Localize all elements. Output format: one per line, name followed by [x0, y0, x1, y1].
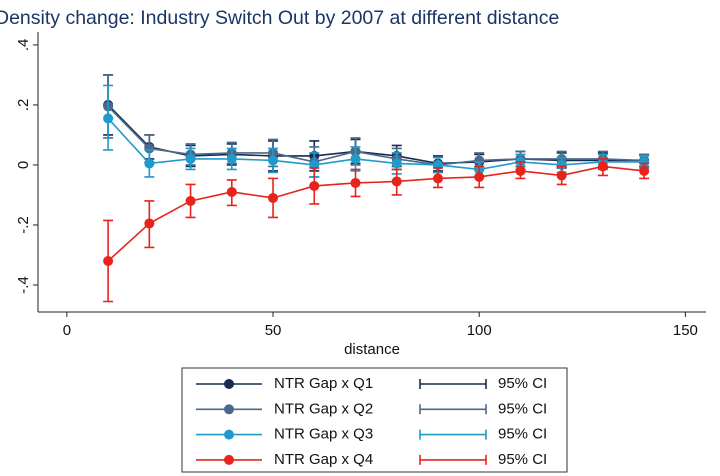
marker: [515, 165, 526, 176]
legend-ci: [419, 429, 487, 440]
marker: [144, 218, 155, 229]
x-axis-label: distance: [344, 341, 400, 358]
y-tick-label: .4: [15, 39, 32, 52]
legend-marker: [224, 454, 234, 465]
x-tick-label: 50: [265, 322, 282, 339]
legend-label: NTR Gap x Q3: [274, 426, 373, 443]
marker: [474, 155, 485, 166]
marker: [185, 153, 196, 164]
marker: [185, 195, 196, 206]
x-tick-label: 100: [467, 322, 492, 339]
legend-box: [181, 367, 568, 473]
marker: [432, 173, 443, 184]
marker: [391, 176, 402, 187]
y-tick-label: -.4: [15, 276, 32, 294]
marker: [597, 161, 608, 172]
marker: [144, 143, 155, 154]
marker: [103, 113, 114, 124]
marker: [556, 170, 567, 181]
x-tick-label: 0: [63, 322, 71, 339]
x-tick-label: 150: [673, 322, 698, 339]
marker: [226, 186, 237, 197]
legend-ci-label: 95% CI: [498, 451, 547, 468]
marker: [350, 177, 361, 188]
legend-label: NTR Gap x Q4: [274, 451, 373, 468]
legend-marker: [224, 379, 234, 389]
legend-ci: [419, 379, 487, 389]
marker: [391, 158, 402, 169]
legend-ci-label: 95% CI: [498, 375, 547, 392]
marker: [103, 255, 114, 266]
marker: [474, 171, 485, 182]
series-line: [107, 104, 645, 165]
marker: [226, 153, 237, 164]
series-line: [107, 117, 645, 171]
legend-label: NTR Gap x Q2: [274, 400, 373, 417]
marker: [639, 156, 650, 167]
legend-label: NTR Gap x Q1: [274, 375, 373, 392]
y-tick-label: -.2: [15, 216, 32, 234]
marker: [350, 153, 361, 164]
legend-ci-label: 95% CI: [498, 426, 547, 443]
series-line: [107, 165, 645, 262]
marker: [639, 165, 650, 176]
y-tick-label: .2: [15, 99, 32, 112]
legend-ci: [419, 454, 487, 465]
legend-ci: [419, 404, 487, 415]
chart-title: Density change: Industry Switch Out by 2…: [0, 7, 559, 29]
marker: [268, 155, 279, 166]
y-tick-label: 0: [15, 161, 32, 169]
legend-marker: [224, 404, 234, 415]
legend-ci-label: 95% CI: [498, 400, 547, 417]
marker: [309, 180, 320, 191]
series-line: [107, 105, 645, 166]
marker: [268, 192, 279, 203]
marker: [144, 158, 155, 169]
legend-marker: [224, 429, 234, 440]
marker: [556, 159, 567, 170]
